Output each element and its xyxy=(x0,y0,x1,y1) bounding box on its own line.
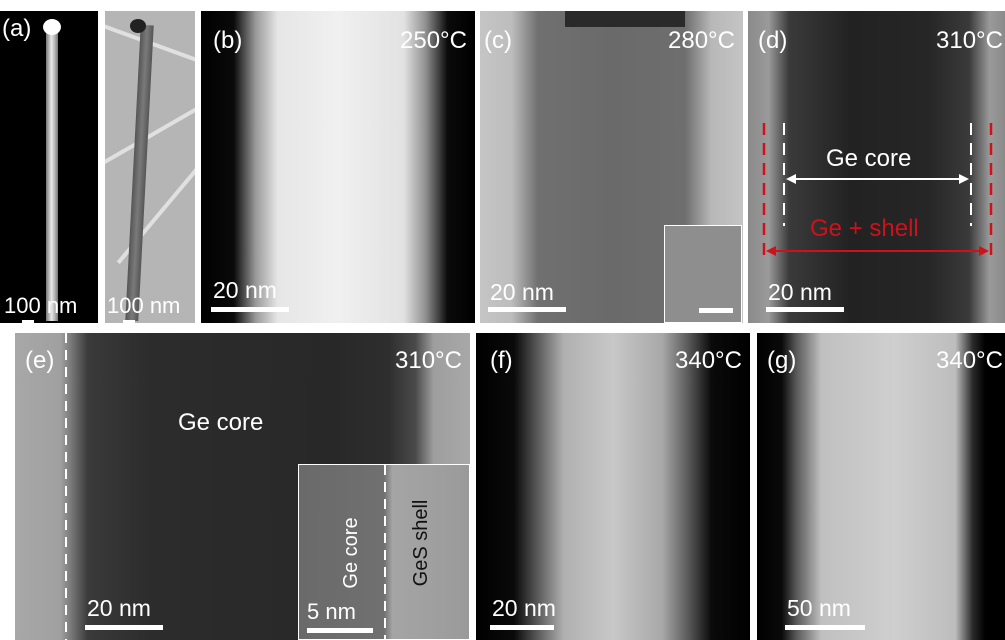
nanowire xyxy=(46,25,58,321)
panel-label-c: (c) xyxy=(484,27,512,54)
top-dark-region xyxy=(565,11,685,27)
core-arrow-head-right xyxy=(959,174,969,184)
inset-image-c xyxy=(664,225,742,323)
temperature-label-f: 340°C xyxy=(675,347,742,374)
scale-label-e: 20 nm xyxy=(87,595,151,621)
scale-bar-a-left xyxy=(22,320,34,323)
scale-bar-e xyxy=(85,625,163,630)
panel-c-image: (c) 280°C 20 nm xyxy=(480,11,743,323)
catalyst-tip xyxy=(43,19,61,35)
inset-scale-label: 5 nm xyxy=(307,599,356,624)
nanowire xyxy=(125,24,154,322)
inset-scale-bar-c xyxy=(699,308,733,313)
panel-a-left-image: (a) 100 nm xyxy=(0,11,98,323)
scale-bar-g xyxy=(785,625,865,630)
temperature-label-c: 280°C xyxy=(668,27,735,54)
panel-d-image: (d) 310°C Ge core Ge + shell 20 nm xyxy=(748,11,1005,323)
scale-label-d: 20 nm xyxy=(768,279,832,305)
scale-bar-b xyxy=(211,307,289,312)
interface-line-e xyxy=(65,333,67,640)
panel-label-d: (d) xyxy=(758,27,788,54)
inset-scale-bar xyxy=(307,628,373,633)
panel-label-a: (a) xyxy=(2,15,32,42)
panel-label-b: (b) xyxy=(213,27,243,54)
scale-bar-f xyxy=(490,625,554,630)
panel-label-f: (f) xyxy=(490,347,513,374)
panel-label-g: (g) xyxy=(767,347,797,374)
shell-arrow-head-right xyxy=(979,246,989,256)
scale-bar-c xyxy=(488,307,566,312)
temperature-label-g: 340°C xyxy=(936,347,1003,374)
inset-interface-line xyxy=(384,465,386,640)
core-label-e: Ge core xyxy=(178,409,264,436)
temperature-label-b: 250°C xyxy=(400,27,467,54)
panel-g-image: (g) 340°C 50 nm xyxy=(757,333,1005,640)
temperature-label-e: 310°C xyxy=(395,347,462,374)
inset-shell-label: GeS shell xyxy=(410,499,432,587)
scale-label-a-left: 100 nm xyxy=(4,293,78,318)
panel-a-right-image: 100 nm xyxy=(105,11,195,323)
panel-e-image: (e) 310°C Ge core 20 nm Ge core GeS shel… xyxy=(15,333,470,640)
core-shell-annotation xyxy=(762,123,993,261)
panel-b-image: (b) 250°C 20 nm xyxy=(201,11,475,323)
scale-label-b: 20 nm xyxy=(213,277,277,303)
inset-image-e: Ge core GeS shell 5 nm xyxy=(298,464,470,640)
scale-label-g: 50 nm xyxy=(787,595,851,621)
scale-label-a-right: 100 nm xyxy=(107,293,181,318)
scale-bar-a-right xyxy=(123,320,135,323)
support-film-line xyxy=(105,96,195,170)
panel-label-e: (e) xyxy=(25,347,55,374)
temperature-label-d: 310°C xyxy=(936,27,1003,54)
core-arrow-head-left xyxy=(786,174,796,184)
inset-core-label: Ge core xyxy=(340,517,362,589)
panel-f-image: (f) 340°C 20 nm xyxy=(476,333,750,640)
catalyst-tip xyxy=(130,19,146,33)
scale-bar-d xyxy=(766,307,844,312)
core-label-d: Ge core xyxy=(826,145,912,172)
shell-label-d: Ge + shell xyxy=(810,215,919,242)
scale-label-f: 20 nm xyxy=(492,595,556,621)
shell-arrow-head-left xyxy=(766,246,776,256)
scale-label-c: 20 nm xyxy=(490,279,554,305)
